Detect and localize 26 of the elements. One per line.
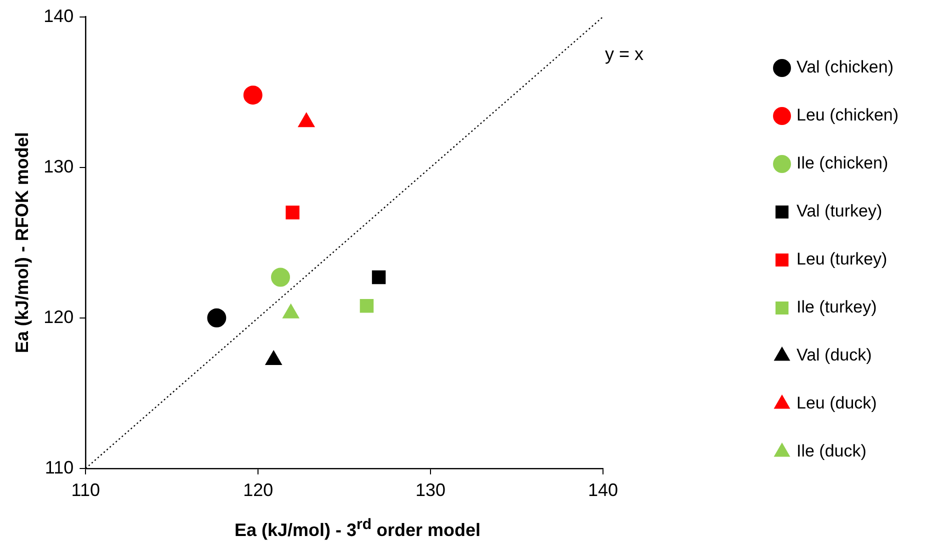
legend-label: Val (duck): [796, 346, 872, 365]
legend-label: Ile (turkey): [796, 298, 877, 317]
x-tick-label: 130: [416, 480, 446, 500]
x-tick-label: 120: [243, 480, 274, 500]
y-tick-label: 110: [44, 457, 74, 478]
y-tick-label: 140: [44, 6, 74, 26]
legend-label: Leu (chicken): [796, 106, 899, 125]
y-axis-title: Ea (kJ/mol) - RFOK model: [12, 132, 32, 354]
legend-label: Leu (turkey): [796, 250, 888, 269]
point: [286, 206, 300, 220]
text: y = x: [605, 44, 644, 64]
legend-label: Val (chicken): [796, 58, 894, 77]
point: [243, 86, 262, 105]
legend-label: Ile (duck): [796, 442, 866, 461]
legend-label: Ile (chicken): [796, 154, 888, 173]
x-tick-label: 140: [588, 480, 618, 500]
point: [360, 298, 374, 313]
x-axis-title: Ea (kJ/mol) - 3$^{rd}$ order model: [233, 516, 482, 541]
legend-label: Val (turkey): [796, 202, 882, 221]
y-tick-label: 130: [44, 156, 74, 176]
point: [271, 268, 290, 287]
y-tick-label: 120: [44, 306, 74, 327]
x-tick-label: 110: [71, 480, 100, 500]
point: [207, 308, 226, 328]
point: [372, 270, 386, 284]
legend-label: Leu (duck): [796, 394, 877, 413]
